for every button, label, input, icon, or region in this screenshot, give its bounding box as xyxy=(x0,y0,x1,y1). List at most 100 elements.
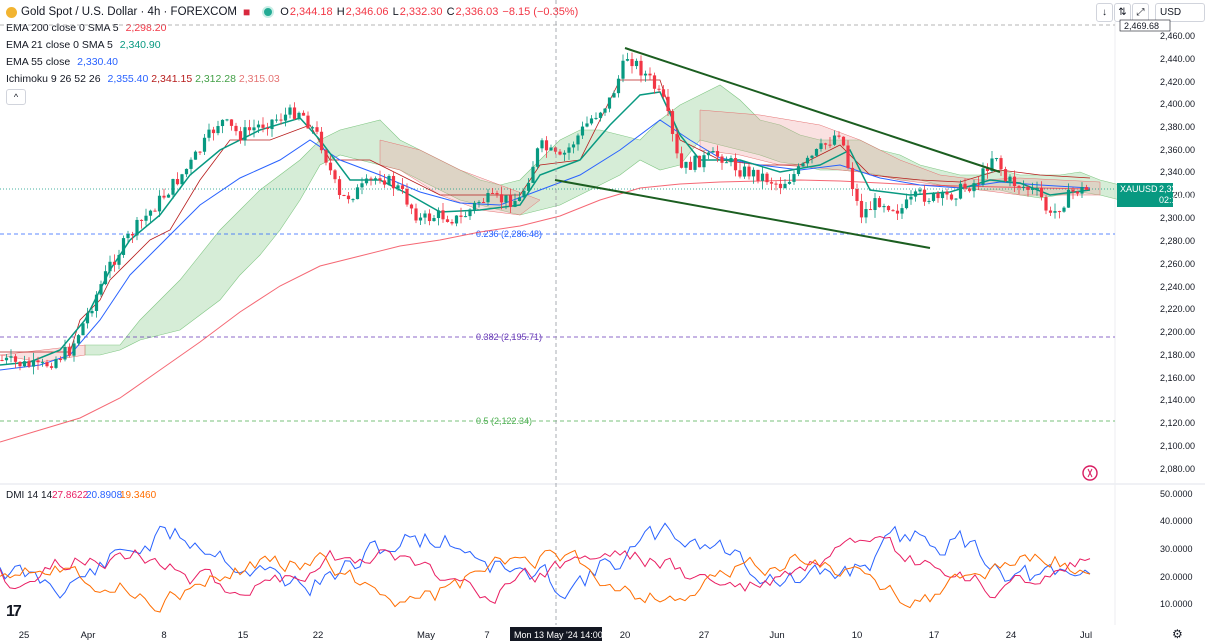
candle-body xyxy=(207,129,211,138)
candle-body xyxy=(630,59,634,67)
currency-select[interactable]: USD xyxy=(1155,3,1205,22)
candle-body xyxy=(648,73,652,76)
alert-icon[interactable] xyxy=(1082,465,1098,481)
ema200-legend[interactable]: EMA 200 close 0 SMA 5 2,298.20 xyxy=(6,22,166,34)
candle-body xyxy=(333,170,337,180)
candle-body xyxy=(670,111,675,134)
price-axis-label: 2,300.00 xyxy=(1160,213,1195,223)
candle-body xyxy=(954,198,958,200)
price-axis[interactable]: 2,460.00 2,440.00 2,420.00 2,400.00 2,380.00… xyxy=(1160,31,1195,474)
candle-body xyxy=(328,162,333,171)
ema200-line xyxy=(0,179,1091,443)
candle-body xyxy=(351,199,355,201)
candle-body xyxy=(643,73,648,76)
ema55-value: 2,330.40 xyxy=(77,56,118,68)
candle-body xyxy=(27,361,31,367)
candle-body xyxy=(166,194,171,198)
candle-body xyxy=(445,219,450,222)
time-axis-label: 22 xyxy=(313,630,324,641)
candle-body xyxy=(522,190,526,198)
candle-body xyxy=(490,193,495,195)
candle-body xyxy=(589,118,594,124)
candle-body xyxy=(1062,207,1066,212)
candle-body xyxy=(616,78,621,94)
candle-body xyxy=(832,135,837,145)
candle-body xyxy=(315,127,319,132)
crosshair-time-box xyxy=(510,627,602,641)
price-axis-label: 2,100.00 xyxy=(1160,441,1195,451)
ichimoku-baseline xyxy=(0,79,1091,353)
settings-gear-icon[interactable]: ⚙ xyxy=(1172,627,1183,641)
candle-body xyxy=(229,119,234,126)
candle-body xyxy=(108,261,112,272)
candle-body xyxy=(949,194,954,200)
candle-body xyxy=(171,178,175,195)
exchange-icon[interactable]: ⇅ xyxy=(1114,3,1131,22)
low-value: 2,332.30 xyxy=(399,6,443,18)
candle-body xyxy=(706,152,711,156)
chart-header: Gold Spot / U.S. Dollar · 4h · FOREXCOM … xyxy=(6,3,579,21)
high-marker: 2,469.68 xyxy=(1124,21,1159,31)
ema21-legend[interactable]: EMA 21 close 0 SMA 5 2,340.90 xyxy=(6,39,161,51)
candle-body xyxy=(1044,197,1048,211)
candle-body xyxy=(1057,211,1062,213)
price-axis-label: 2,240.00 xyxy=(1160,282,1195,292)
candle-body xyxy=(301,112,306,116)
candle-body xyxy=(76,335,81,344)
candle-body xyxy=(180,174,184,185)
candle-body xyxy=(1080,187,1084,194)
candle-body xyxy=(99,284,103,295)
price-axis-label: 2,260.00 xyxy=(1160,259,1195,269)
candle-body xyxy=(549,147,553,151)
candle-body xyxy=(823,143,828,145)
candle-body xyxy=(621,60,625,79)
dmi-adx-line xyxy=(0,535,1091,604)
ema55-legend[interactable]: EMA 55 close 2,330.40 xyxy=(6,56,118,68)
download-icon[interactable]: ↓ xyxy=(1096,3,1113,22)
price-axis-label: 2,360.00 xyxy=(1160,145,1195,155)
candle-body xyxy=(828,144,832,146)
candle-body xyxy=(486,193,490,203)
candle-body xyxy=(742,166,747,177)
dmi-label: DMI 14 14 xyxy=(6,490,53,501)
candle-body xyxy=(481,201,486,203)
collapse-legend-button[interactable]: ^ xyxy=(6,89,26,105)
price-axis-label: 2,160.00 xyxy=(1160,373,1195,383)
candle-body xyxy=(468,209,472,217)
candle-body xyxy=(819,143,823,149)
candle-body xyxy=(67,347,72,356)
candle-body xyxy=(639,60,643,76)
price-axis-label: 2,400.00 xyxy=(1160,99,1195,109)
ichimoku-cloud-bearish xyxy=(0,109,1101,363)
candle-body xyxy=(450,221,454,224)
candle-body xyxy=(288,107,292,115)
candle-body xyxy=(769,182,774,184)
open-label: O xyxy=(280,6,289,18)
last-price-box xyxy=(1117,183,1173,207)
ichimoku-legend[interactable]: Ichimoku 9 26 52 26 2,355.40 2,341.15 2,… xyxy=(6,73,280,85)
tradingview-logo[interactable]: 17 xyxy=(6,603,22,620)
flag-icon[interactable]: ■ xyxy=(243,5,251,19)
symbol-title[interactable]: Gold Spot / U.S. Dollar · 4h · FOREXCOM xyxy=(21,6,238,18)
fullscreen-icon[interactable]: ⤢ xyxy=(1132,3,1149,22)
candle-body xyxy=(54,359,58,368)
candle-body xyxy=(693,155,697,170)
time-axis[interactable]: 25 Apr 8 15 22 May 7 20 27 Jun 10 17 24 Jul xyxy=(19,630,1092,641)
candle-body xyxy=(400,185,405,189)
candle-body xyxy=(319,131,324,151)
price-axis-label: 2,180.00 xyxy=(1160,350,1195,360)
price-axis-label: 2,220.00 xyxy=(1160,304,1195,314)
candle-body xyxy=(810,155,814,158)
candle-body xyxy=(292,107,297,119)
ema200-label: EMA 200 close 0 SMA 5 xyxy=(6,22,119,34)
candle-body xyxy=(562,152,567,155)
candle-body xyxy=(958,183,963,199)
candle-body xyxy=(459,215,463,217)
candle-body xyxy=(418,217,423,221)
candle-body xyxy=(409,204,414,209)
candle-body xyxy=(346,195,351,200)
candle-body xyxy=(189,159,193,169)
candle-body xyxy=(337,179,342,196)
candle-body xyxy=(661,89,666,97)
